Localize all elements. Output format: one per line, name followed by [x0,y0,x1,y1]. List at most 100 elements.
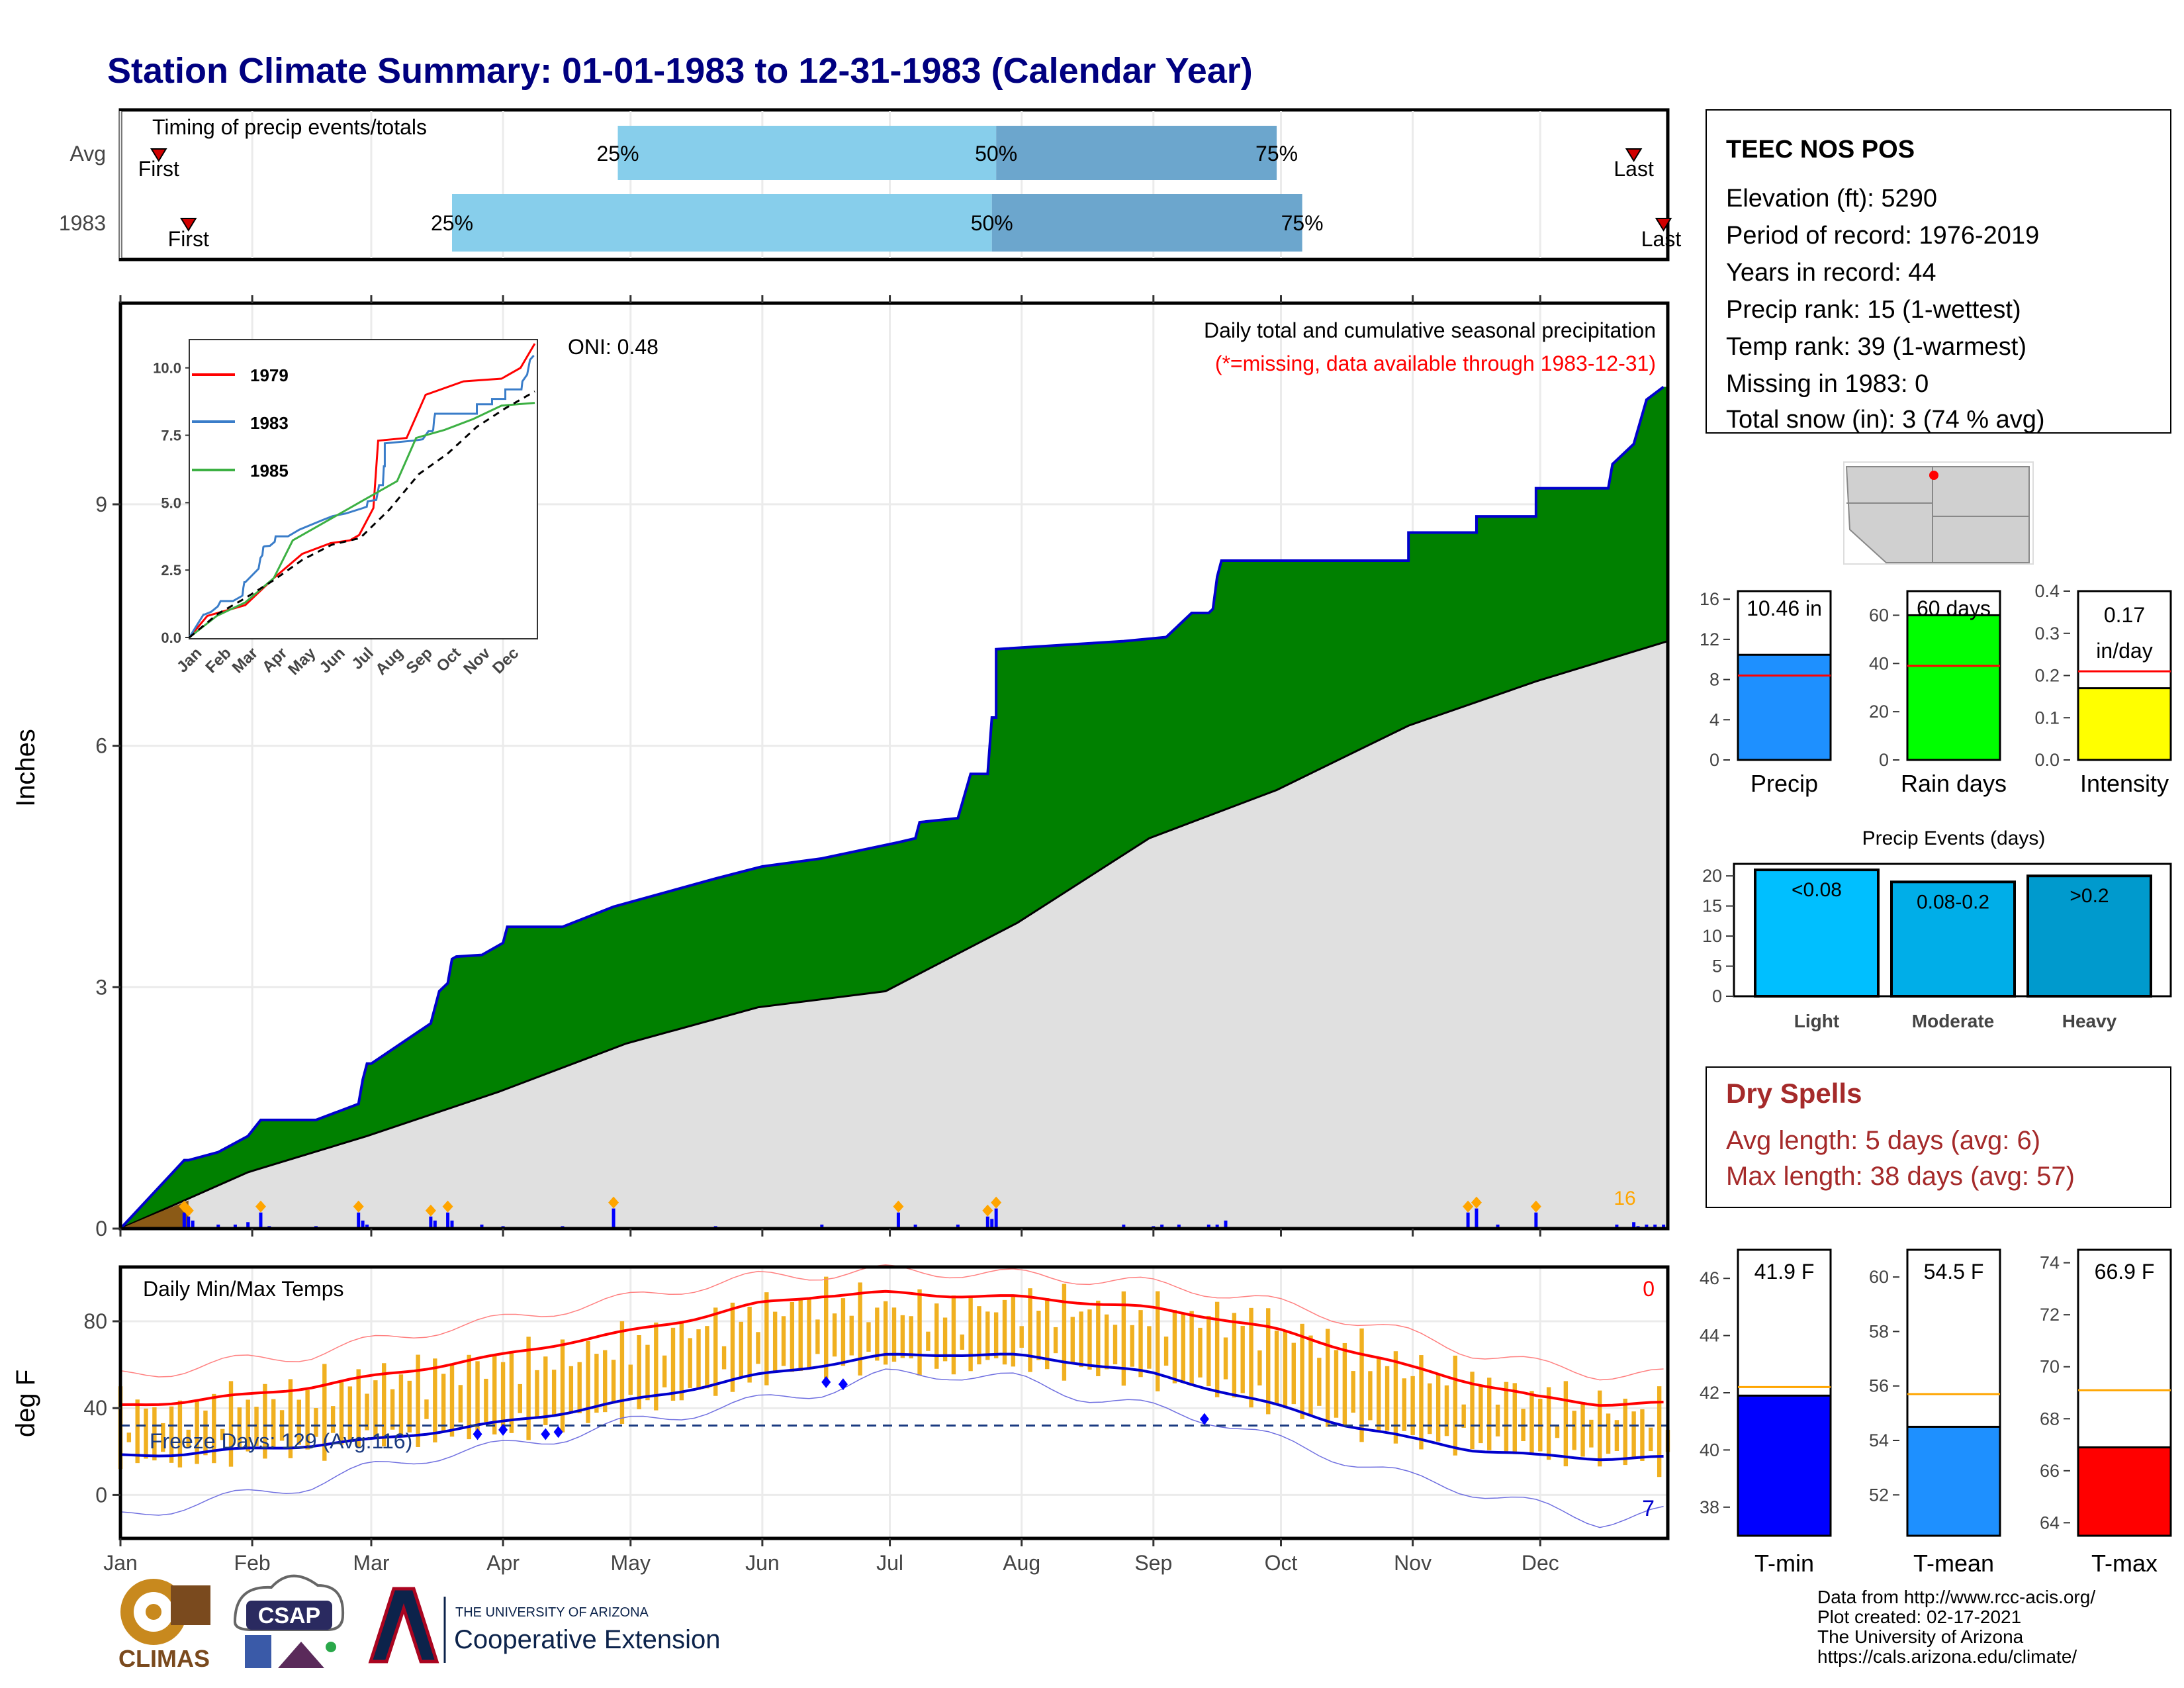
daily-precip-bar [1653,1224,1657,1229]
tmax-summary-ytick-label: 72 [2040,1305,2060,1325]
timing-year-last-label: Last [1641,227,1682,251]
daily-temp-bar [458,1385,463,1423]
daily-temp-bar [373,1380,378,1438]
ua-logo-big-text: Cooperative Extension [454,1625,720,1654]
daily-temp-bar [1512,1383,1517,1454]
daily-temp-bar [985,1311,990,1360]
events-bar-moderate [1890,880,2016,998]
event-marker [991,1196,1002,1209]
daily-temp-bar [1147,1326,1152,1369]
tmean-summary-ytick-label: 56 [1869,1376,1889,1396]
temperature-summary-charts: 38 40 42 44 46 52 54 56 58 60 64 66 68 70 72 74 [1700,1248,2172,1537]
record-min-line [120,1368,1664,1528]
daily-temp-bar [126,1432,132,1442]
daily-temp-bar [1045,1298,1050,1370]
inset-line-1979 [188,343,536,638]
daily-temp-bar [484,1378,488,1423]
csap-logo-text: CSAP [258,1603,320,1628]
daily-precip-bar [1475,1208,1479,1229]
daily-precip-bar [1534,1212,1538,1229]
daily-precip-bar [1215,1224,1219,1229]
tmean-summary-bar [1906,1425,2001,1537]
daily-temp-bar [296,1399,301,1445]
precip-events-chart: <0.08 Light 0.08-0.2 Moderate >0.2 Heavy 0 5 10 1… [1702,863,2172,1031]
daily-temp-bar [926,1331,931,1351]
daily-temp-bar [1266,1308,1271,1415]
daily-temp-bar [739,1321,743,1378]
daily-temp-bar [1572,1411,1576,1450]
daily-temp-bar [1546,1387,1551,1460]
intensity-bar-label: Intensity [2080,770,2169,797]
map-region-west [1845,466,1933,563]
daily-temp-bar [1563,1381,1569,1467]
daily-temp-bar [169,1406,174,1463]
daily-temp-bar [628,1364,633,1395]
tmean-summary-ytick-label: 58 [1869,1321,1889,1341]
daily-temp-bar [891,1307,897,1362]
events-category-label: Light [1794,1011,1839,1031]
daily-precip-bar [1632,1222,1636,1229]
events-ytick-label: 0 [1712,986,1722,1006]
precip-summary-ytick-label: 0 [1709,750,1719,770]
intensity-summary-bar [2077,687,2172,761]
freeze-days-label: Freeze Days: 129 (Avg:116) [150,1429,412,1453]
daily-temp-bar [645,1344,650,1401]
timing-avg-p75-label: 75% [1255,142,1298,165]
daily-temp-bar [407,1380,412,1433]
daily-temp-bar [662,1355,667,1387]
daily-temp-bar [1614,1420,1619,1451]
intensity-summary-ytick-label: 0.1 [2034,708,2060,727]
rain-days-summary-ytick-label: 0 [1879,750,1889,770]
daily-temp-bar [1011,1294,1016,1367]
daily-temp-bar [500,1362,506,1430]
inset-average-line [189,391,535,639]
map-region-east [1932,466,2030,563]
tmin-summary-ytick-label: 44 [1700,1326,1719,1346]
event-marker [442,1200,453,1213]
daily-temp-bar [1223,1337,1228,1380]
tmin-summary-ytick-label: 42 [1700,1383,1719,1403]
snow-annotation: 16 [1614,1188,1635,1209]
daily-temp-bar [551,1370,557,1416]
temp-ytick-label: 0 [95,1483,107,1507]
timing-marker [150,148,167,162]
record-low-marker [821,1376,831,1388]
month-label: Jan [103,1551,138,1575]
dry-spells-max: Max length: 38 days (avg: 57) [1726,1162,2075,1191]
tmin-summary-ytick-label: 46 [1700,1268,1719,1288]
intensity-bar-value-1: 0.17 [2104,603,2145,627]
daily-temp-bar [322,1364,327,1461]
daily-temp-bar [942,1317,948,1362]
precip-summary-ytick-label: 16 [1700,589,1719,609]
daily-temp-bar [1410,1376,1415,1435]
daily-temp-bar [1589,1419,1594,1448]
daily-temp-bar [509,1353,514,1433]
daily-temp-bar [815,1319,820,1354]
daily-temp-bar [1019,1326,1024,1348]
record-low-marker [498,1424,508,1436]
daily-precip-bar [365,1224,369,1229]
timing-marker [1625,148,1643,162]
daily-temp-bar [841,1298,846,1366]
daily-temp-bar [390,1389,395,1430]
daily-precip-bar [956,1224,960,1229]
daily-temp-bar [1138,1310,1143,1378]
daily-temp-bar [1156,1291,1160,1391]
daily-temp-bar [1257,1350,1262,1385]
daily-temp-bar [1453,1355,1458,1456]
inset-ytick-label: 0.0 [161,630,181,646]
events-bar-light [1754,868,1880,998]
tmin-summary-ytick-label: 38 [1700,1497,1719,1517]
daily-temp-bar [670,1327,676,1401]
station-line-years: Years in record: 44 [1726,259,1936,287]
daily-temp-bar [1385,1366,1390,1431]
daily-temp-bar [594,1354,599,1413]
daily-temp-bar [1479,1385,1483,1444]
daily-temp-bar [569,1366,574,1414]
precip-ytick-label: 3 [95,975,107,999]
timing-marker [179,218,197,232]
daily-temp-bar [637,1335,641,1409]
station-line-temp-rank: Temp rank: 39 (1-warmest) [1726,333,2026,361]
